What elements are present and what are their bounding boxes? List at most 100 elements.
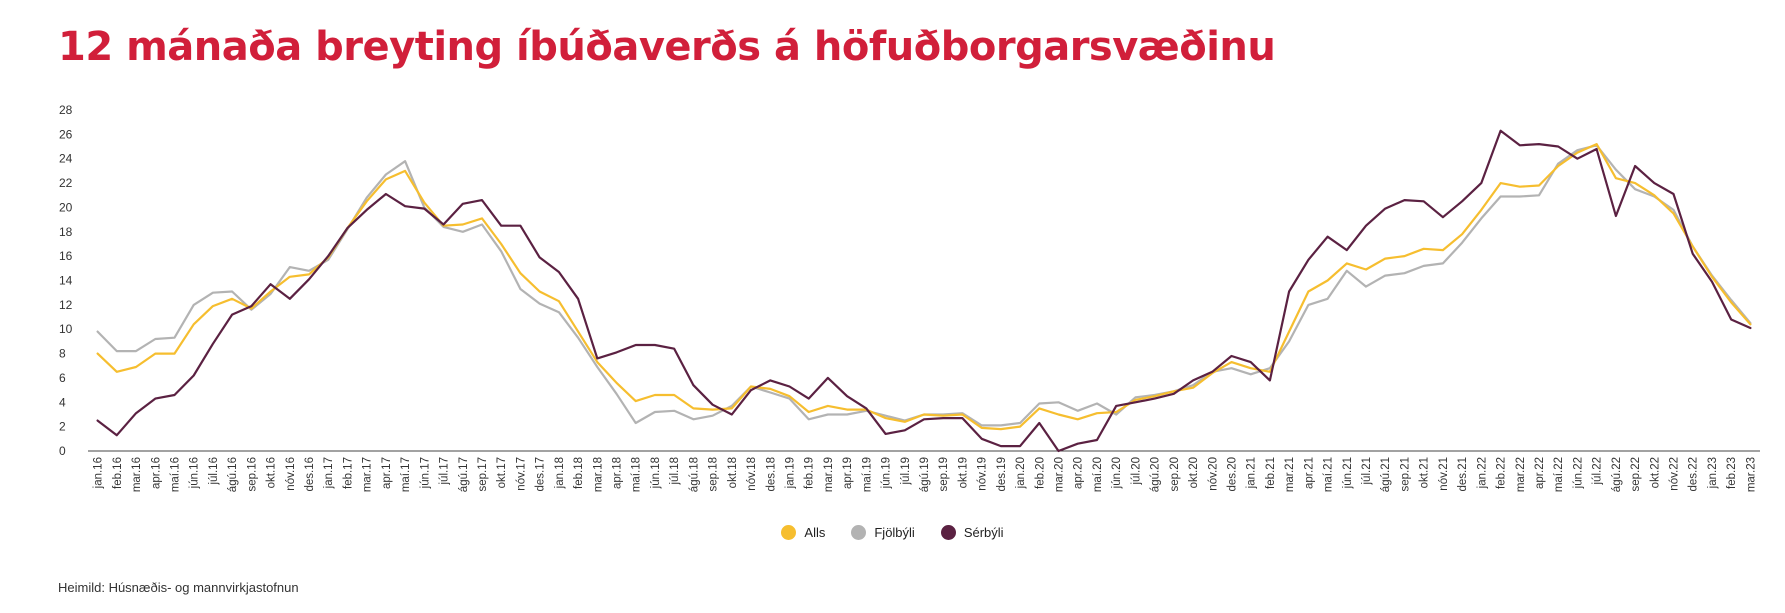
x-tick-label: maí.19 <box>861 457 873 492</box>
x-tick-label: des.21 <box>1457 457 1469 492</box>
x-tick-label: sep.21 <box>1399 457 1411 492</box>
x-tick-label: sep.18 <box>708 457 720 492</box>
legend-swatch-serbyli <box>940 525 956 540</box>
x-tick-label: apr.18 <box>612 457 624 489</box>
x-tick-label: maí.18 <box>631 457 643 492</box>
x-tick-label: ágú.16 <box>227 457 239 492</box>
x-tick-label: júl.21 <box>1361 457 1373 486</box>
x-tick-label: jan.22 <box>1476 457 1488 489</box>
x-tick-label: apr.16 <box>150 457 162 489</box>
x-tick-label: nóv.20 <box>1207 457 1219 491</box>
x-tick-label: jún.16 <box>189 457 201 489</box>
x-tick-label: mar.18 <box>592 457 604 492</box>
x-tick-label: sep.16 <box>246 457 258 492</box>
x-tick-label: sep.20 <box>1169 457 1181 492</box>
legend-item-alls[interactable]: Alls <box>781 525 825 540</box>
y-tick-label: 12 <box>59 298 73 312</box>
x-tick-label: nóv.19 <box>977 457 989 491</box>
x-tick-label: nóv.16 <box>285 457 297 491</box>
x-tick-label: jún.22 <box>1572 457 1584 489</box>
x-tick-label: maí.22 <box>1553 457 1565 492</box>
y-tick-label: 6 <box>59 371 66 385</box>
x-tick-label: okt.17 <box>496 457 508 488</box>
x-tick-label: jún.21 <box>1342 457 1354 489</box>
x-tick-label: maí.21 <box>1323 457 1335 492</box>
x-tick-label: júl.19 <box>900 457 912 486</box>
x-tick-label: nóv.21 <box>1438 457 1450 491</box>
x-tick-label: júl.17 <box>439 457 451 486</box>
x-tick-label: jan.17 <box>323 457 335 489</box>
x-tick-label: jan.19 <box>784 457 796 489</box>
x-tick-label: ágú.18 <box>688 457 700 492</box>
x-tick-label: apr.22 <box>1534 457 1546 489</box>
x-tick-label: mar.23 <box>1745 457 1757 492</box>
x-tick-label: feb.23 <box>1726 457 1738 489</box>
y-tick-label: 24 <box>59 152 73 166</box>
x-tick-label: maí.20 <box>1092 457 1104 492</box>
x-tick-label: nóv.18 <box>746 457 758 491</box>
x-tick-label: mar.22 <box>1515 457 1527 492</box>
x-tick-label: feb.19 <box>804 457 816 489</box>
x-tick-label: okt.22 <box>1649 457 1661 488</box>
x-tick-label: feb.21 <box>1265 457 1277 489</box>
y-tick-label: 8 <box>59 347 66 361</box>
legend-swatch-alls <box>781 525 797 540</box>
x-tick-label: jan.23 <box>1707 457 1719 489</box>
x-tick-label: ágú.22 <box>1611 457 1623 492</box>
x-tick-label: jan.20 <box>1015 457 1027 489</box>
x-tick-label: jan.16 <box>93 457 105 489</box>
x-tick-label: júl.16 <box>208 457 220 486</box>
x-tick-label: júl.22 <box>1592 457 1604 486</box>
x-tick-label: des.19 <box>996 457 1008 492</box>
x-tick-label: okt.19 <box>957 457 969 488</box>
legend-item-fjolbyli[interactable]: Fjölbýli <box>851 525 915 540</box>
x-tick-label: jan.18 <box>554 457 566 489</box>
x-tick-label: mar.19 <box>823 457 835 492</box>
legend-label-fjolbyli: Fjölbýli <box>874 525 915 540</box>
x-tick-label: des.22 <box>1688 457 1700 492</box>
x-tick-label: mar.16 <box>131 457 143 492</box>
y-tick-label: 4 <box>59 395 66 409</box>
x-tick-label: jún.19 <box>881 457 893 489</box>
x-tick-label: ágú.21 <box>1380 457 1392 492</box>
x-tick-label: feb.17 <box>342 457 354 489</box>
y-tick-label: 0 <box>59 444 66 458</box>
x-tick-label: apr.17 <box>381 457 393 489</box>
legend-item-serbyli[interactable]: Sérbýli <box>940 525 1004 540</box>
x-tick-label: mar.17 <box>362 457 374 492</box>
x-tick-label: okt.21 <box>1419 457 1431 488</box>
series-line-srbli <box>96 129 1752 453</box>
x-tick-label: júl.20 <box>1130 457 1142 486</box>
x-tick-label: maí.17 <box>400 457 412 492</box>
series-line-alls <box>96 143 1752 431</box>
y-tick-label: 16 <box>59 249 73 263</box>
y-tick-label: 22 <box>59 176 73 190</box>
x-tick-label: jan.21 <box>1246 457 1258 489</box>
x-tick-label: nóv.17 <box>515 457 527 491</box>
x-tick-label: des.16 <box>304 457 316 492</box>
series-lines <box>96 129 1752 453</box>
x-tick-label: ágú.20 <box>1150 457 1162 492</box>
x-tick-label: ágú.17 <box>458 457 470 492</box>
x-tick-label: des.18 <box>765 457 777 492</box>
x-tick-label: sep.22 <box>1630 457 1642 492</box>
x-tick-label: nóv.22 <box>1669 457 1681 491</box>
x-tick-label: apr.20 <box>1073 457 1085 489</box>
series-line-fjlbli <box>96 144 1752 427</box>
x-tick-label: okt.18 <box>727 457 739 488</box>
x-tick-label: des.20 <box>1226 457 1238 492</box>
x-tick-label: mar.21 <box>1284 457 1296 492</box>
x-tick-label: okt.20 <box>1188 457 1200 488</box>
legend: Alls Fjölbýli Sérbýli <box>0 525 1785 540</box>
y-tick-label: 26 <box>59 127 73 141</box>
y-tick-label: 18 <box>59 225 73 239</box>
y-tick-label: 28 <box>59 103 73 117</box>
x-tick-label: feb.16 <box>112 457 124 489</box>
y-tick-label: 14 <box>59 274 73 288</box>
legend-label-serbyli: Sérbýli <box>963 525 1004 540</box>
source-note: Heimild: Húsnæðis- og mannvirkjastofnun <box>58 580 299 595</box>
x-tick-label: jún.18 <box>650 457 662 489</box>
y-tick-label: 20 <box>59 200 73 214</box>
